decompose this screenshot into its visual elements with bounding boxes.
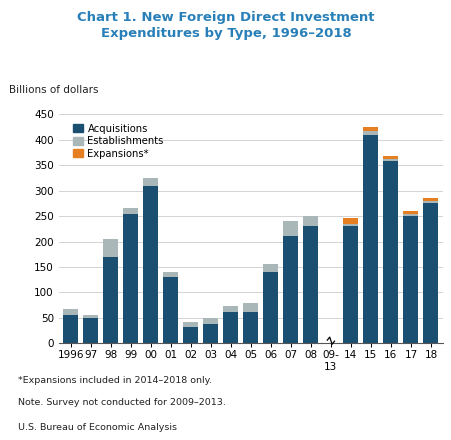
Bar <box>183 322 198 327</box>
Bar <box>363 131 377 135</box>
Bar <box>343 224 358 226</box>
Bar <box>183 327 198 343</box>
Bar <box>382 156 397 159</box>
Bar <box>143 178 158 186</box>
Bar <box>203 324 218 343</box>
Bar <box>423 203 437 343</box>
Bar <box>382 161 397 343</box>
Bar <box>243 303 258 312</box>
Bar <box>123 209 138 213</box>
Bar <box>283 221 298 236</box>
Bar <box>303 216 318 226</box>
Text: Note. Survey not conducted for 2009–2013.: Note. Survey not conducted for 2009–2013… <box>18 398 226 407</box>
Bar <box>163 277 178 343</box>
Bar <box>283 236 298 343</box>
Bar <box>403 211 418 213</box>
Text: U.S. Bureau of Economic Analysis: U.S. Bureau of Economic Analysis <box>18 423 177 432</box>
Bar <box>83 315 98 318</box>
Bar <box>343 218 358 224</box>
Bar <box>423 201 437 203</box>
Bar <box>423 198 437 201</box>
Legend: Acquisitions, Establishments, Expansions*: Acquisitions, Establishments, Expansions… <box>71 122 166 161</box>
Bar <box>63 309 78 315</box>
Bar <box>343 226 358 343</box>
Bar <box>223 312 238 343</box>
Bar <box>143 186 158 343</box>
Bar <box>63 315 78 343</box>
Bar <box>203 318 218 324</box>
Bar <box>382 159 397 161</box>
Bar <box>103 257 118 343</box>
Bar <box>223 305 238 312</box>
Bar <box>243 312 258 343</box>
Text: Billions of dollars: Billions of dollars <box>9 84 98 95</box>
Bar <box>83 318 98 343</box>
Bar <box>263 264 278 272</box>
Bar <box>363 127 377 131</box>
Text: *Expansions included in 2014–2018 only.: *Expansions included in 2014–2018 only. <box>18 376 212 385</box>
Text: Chart 1. New Foreign Direct Investment
Expenditures by Type, 1996–2018: Chart 1. New Foreign Direct Investment E… <box>77 11 374 40</box>
Bar <box>403 216 418 343</box>
Bar <box>163 272 178 277</box>
Bar <box>263 272 278 343</box>
Bar <box>123 213 138 343</box>
Bar <box>363 135 377 343</box>
Bar <box>403 213 418 216</box>
Bar <box>103 239 118 257</box>
Bar <box>303 226 318 343</box>
